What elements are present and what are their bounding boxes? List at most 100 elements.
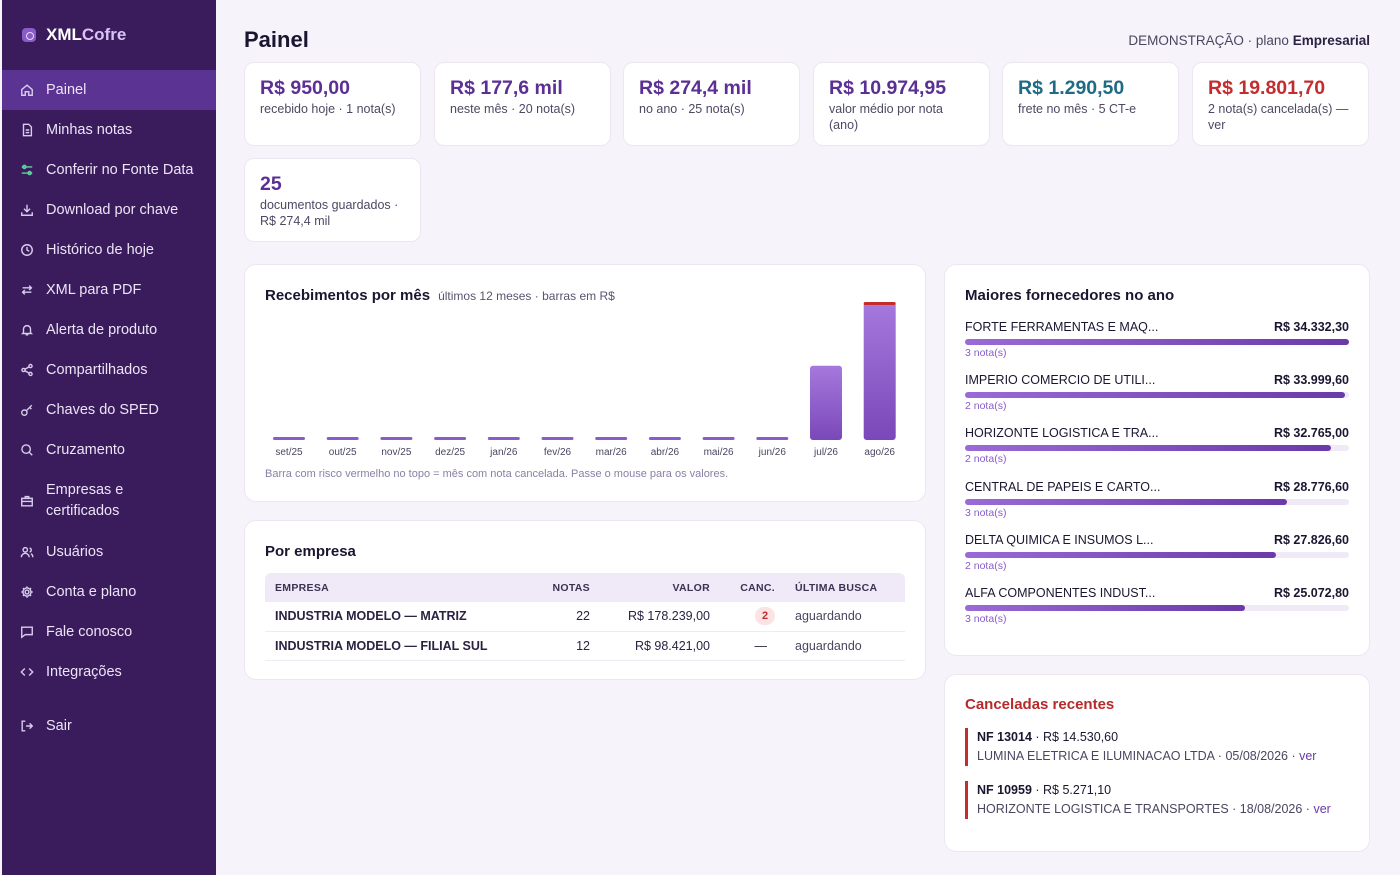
canceladas-card: Canceladas recentes NF 13014 · R$ 14.530… [944, 674, 1370, 852]
sidebar-item-compartilhados[interactable]: Compartilhados [2, 350, 216, 390]
sidebar-item-label: Fale conosco [46, 624, 133, 640]
chart-bar-jul/26[interactable] [810, 365, 842, 440]
chart-bar-set/25[interactable] [273, 437, 305, 440]
por-empresa-card: Por empresa EMPRESA NOTAS VALOR CANC. ÚL… [244, 520, 926, 680]
kpi-value: R$ 950,00 [260, 77, 350, 99]
por-empresa-title: Por empresa [265, 543, 356, 560]
fornecedor-value: R$ 33.999,60 [1273, 373, 1349, 388]
chart-bar-mar/26[interactable] [595, 437, 628, 440]
receb-card: Recebimentos por mês últimos 12 meses · b… [244, 264, 926, 502]
fornecedor-row: IMPERIO COMERCIO DE UTILI... R$ 33.999,60 [965, 373, 1349, 387]
fornecedor-value: R$ 25.072,80 [1273, 586, 1349, 600]
sidebar-item-integracoes[interactable]: Integrações [2, 652, 216, 692]
chart-bar-nov/25[interactable] [380, 437, 413, 440]
code-icon [20, 665, 34, 679]
fornecedor-item: DELTA QUIMICA E INSUMOS L... R$ 27.826,60… [965, 533, 1349, 572]
cell-empresa: INDUSTRIA MODELO — FILIAL SUL [265, 631, 515, 661]
brand-logo[interactable]: XML Cofre [2, 0, 216, 70]
kpi-value: R$ 10.974,95 [829, 77, 947, 99]
logout-button[interactable]: Sair [2, 706, 216, 746]
logout-label: Sair [46, 718, 72, 734]
cancelada-detail: LUMINA ELETRICA E ILUMINACAO LTDA · 05/0… [977, 749, 1300, 763]
fornecedor-bar-fill [965, 605, 1246, 611]
fornecedor-count: 3 nota(s) [965, 347, 1007, 359]
share-icon [20, 363, 34, 377]
fornecedor-bar-fill [965, 445, 1332, 452]
cell-notas: 22 [515, 602, 600, 632]
sidebar-item-usuarios[interactable]: Usuários [2, 532, 216, 572]
table-row[interactable]: INDUSTRIA MODELO — MATRIZ 22 R$ 178.239,… [265, 602, 905, 632]
canc-badge[interactable]: 2 [755, 607, 775, 626]
fornecedor-bar-track [965, 339, 1349, 345]
sidebar-item-label: Conta e plano [46, 584, 137, 600]
sidebar-item-cruzamento[interactable]: Cruzamento [2, 430, 216, 470]
chart-bar-out/25[interactable] [326, 437, 359, 440]
users-icon [20, 545, 34, 559]
chart-bar-mai/26[interactable] [702, 437, 735, 440]
chart-tick-label: ago/26 [864, 447, 895, 458]
cancelada-ver-link[interactable]: ver [1313, 802, 1331, 816]
chart-tick-label: abr/26 [651, 447, 680, 458]
brand-name-part1: XML [46, 25, 82, 44]
sidebar-item-label: Download por chave [46, 202, 179, 218]
logout-icon [20, 719, 34, 733]
sidebar-item-minhas-notas[interactable]: Minhas notas [2, 110, 216, 150]
sidebar-item-chaves-sped[interactable]: Chaves do SPED [2, 390, 216, 430]
fornecedor-bar-fill [965, 392, 1346, 399]
chart-tick-label: jul/26 [813, 447, 838, 458]
cell-canc: — [720, 631, 785, 661]
sidebar-item-fale-conosco[interactable]: Fale conosco [2, 612, 216, 652]
sidebar-item-label: Integrações [46, 664, 122, 680]
sidebar-item-alerta-produto[interactable]: Alerta de produto [2, 310, 216, 350]
sidebar-item-label: Histórico de hoje [46, 242, 154, 258]
sidebar-item-label: Compartilhados [46, 362, 148, 378]
fornecedor-bar-fill [965, 339, 1349, 345]
chart-tick-label: dez/25 [435, 447, 465, 458]
kpi-desc: documentos guardados · R$ 274,4 mil [260, 198, 399, 228]
cancelada-line1: NF 13014 · R$ 14.530,60 [977, 728, 1316, 747]
main-content: Painel DEMONSTRAÇÃO · plano Empresarial … [216, 0, 1400, 875]
sidebar-item-label: Chaves do SPED [46, 402, 159, 418]
fornecedor-bar-track [965, 445, 1349, 452]
kpi-card-canceladas[interactable]: R$ 19.801,70 2 nota(s) cancelada(s) — ve… [1192, 62, 1369, 146]
sidebar-item-painel[interactable]: Painel [2, 70, 216, 110]
gear-icon [20, 585, 34, 599]
sidebar-item-download-chave[interactable]: Download por chave [2, 190, 216, 230]
cancelada-line2: HORIZONTE LOGISTICA E TRANSPORTES · 18/0… [977, 800, 1331, 819]
fornecedores-title: Maiores fornecedores no ano [965, 287, 1175, 304]
sidebar-item-xml-pdf[interactable]: XML para PDF [2, 270, 216, 310]
receb-note: Barra com risco vermelho no topo = mês c… [265, 468, 729, 480]
kpi-desc: 2 nota(s) cancelada(s) — ver [1208, 102, 1349, 132]
sidebar-item-label: XML para PDF [46, 282, 142, 298]
col-empresa: EMPRESA [265, 573, 515, 602]
cancelada-ver-link[interactable]: ver [1299, 749, 1317, 763]
chart-bar-jun/26[interactable] [756, 437, 789, 440]
canceladas-title: Canceladas recentes [965, 696, 1115, 713]
chart-tick-label: mar/26 [596, 447, 628, 458]
chart-bar-dez/25[interactable] [434, 437, 467, 440]
chart-tick-label: out/25 [329, 447, 357, 458]
sidebar-item-historico[interactable]: Histórico de hoje [2, 230, 216, 270]
sidebar-item-conta-plano[interactable]: Conta e plano [2, 572, 216, 612]
fornecedor-value: R$ 28.776,60 [1273, 479, 1349, 494]
chart-bar-abr/26[interactable] [648, 437, 681, 440]
col-notas: NOTAS [515, 573, 600, 602]
chart-bar-fev/26[interactable] [541, 437, 574, 440]
table-header-row: EMPRESA NOTAS VALOR CANC. ÚLTIMA BUSCA [265, 573, 905, 602]
chart-tick-label: nov/25 [381, 447, 411, 458]
chart-bar-jan/26[interactable] [487, 437, 520, 440]
sidebar-item-label: Minhas notas [46, 122, 133, 138]
sidebar-item-label: Alerta de produto [46, 322, 158, 338]
fornecedor-value: R$ 27.826,60 [1273, 532, 1349, 547]
home-icon [20, 83, 34, 97]
kpi-card-valor-medio: R$ 10.974,95 valor médio por nota (ano) [813, 62, 990, 146]
fornecedor-bar-fill [965, 498, 1287, 505]
sidebar-item-empresas[interactable]: Empresas e certificados [2, 470, 216, 532]
fornecedor-row: HORIZONTE LOGISTICA E TRA... R$ 32.765,00 [965, 426, 1349, 440]
table-row[interactable]: INDUSTRIA MODELO — FILIAL SUL 12 R$ 98.4… [265, 631, 905, 661]
fornecedor-bar-track [965, 392, 1349, 399]
receb-header: Recebimentos por mês últimos 12 meses · b… [265, 287, 615, 305]
kpi-value: R$ 19.801,70 [1208, 77, 1326, 99]
sidebar-item-conferir-fonte-data[interactable]: Conferir no Fonte Data [2, 150, 216, 190]
chart-bar-ago/26[interactable] [863, 302, 896, 440]
